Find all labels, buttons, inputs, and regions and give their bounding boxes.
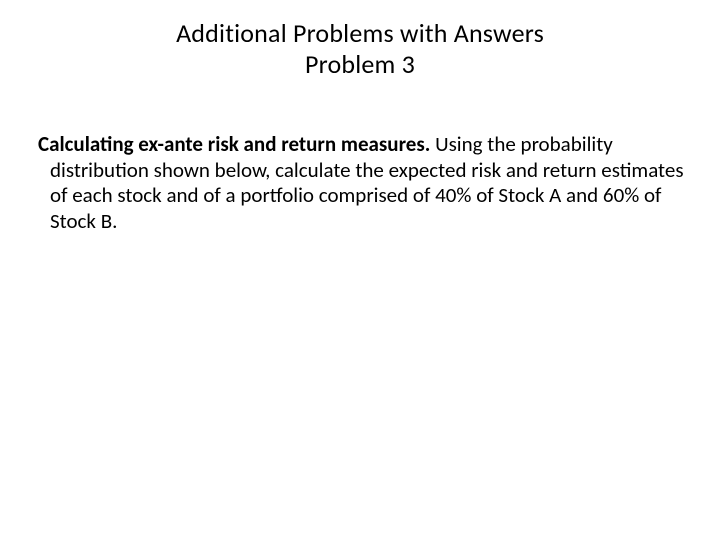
- slide-title: Additional Problems with Answers Problem…: [0, 18, 720, 80]
- title-line-1: Additional Problems with Answers: [0, 18, 720, 49]
- title-line-2: Problem 3: [0, 49, 720, 80]
- body-lead: Calculating ex-ante risk and return meas…: [38, 131, 430, 157]
- slide: Additional Problems with Answers Problem…: [0, 0, 720, 540]
- slide-body: Calculating ex-ante risk and return meas…: [38, 132, 690, 234]
